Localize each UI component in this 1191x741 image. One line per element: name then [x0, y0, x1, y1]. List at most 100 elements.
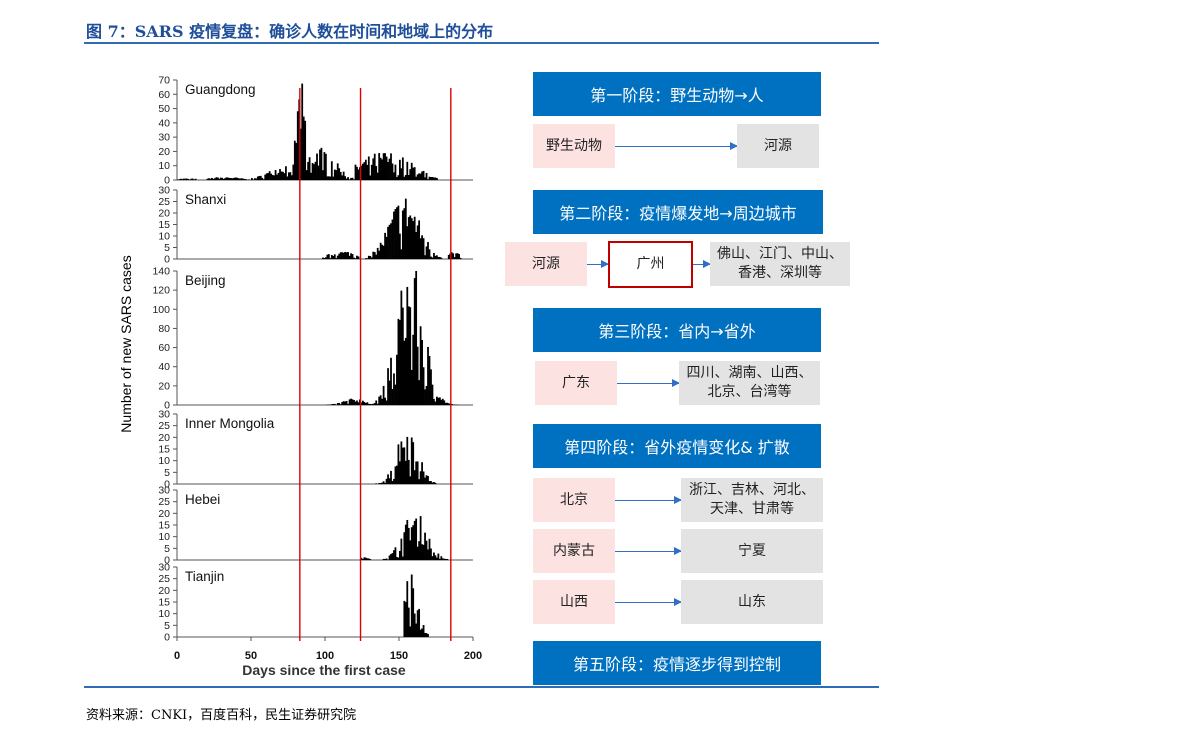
bar — [236, 177, 238, 180]
y-tick-label: 60 — [158, 89, 170, 101]
panel-label: Hebei — [185, 492, 220, 507]
bar — [369, 559, 372, 560]
bar — [447, 403, 450, 405]
bar — [325, 257, 327, 259]
bar — [418, 380, 421, 405]
stage-3-to-box: 四川、湖南、山西、 北京、台湾等 — [679, 361, 820, 405]
bar — [251, 178, 253, 180]
bar — [403, 208, 406, 259]
bar — [344, 176, 347, 180]
y-tick-label: 15 — [158, 520, 170, 532]
bar — [413, 216, 416, 259]
bar — [406, 161, 409, 180]
bar — [233, 177, 236, 180]
bar — [211, 177, 213, 180]
bar — [397, 557, 400, 560]
bar — [384, 397, 386, 405]
bar — [385, 236, 388, 259]
bar — [311, 163, 314, 180]
bar — [419, 238, 422, 259]
bar — [362, 559, 364, 560]
bar — [388, 158, 391, 180]
bar — [379, 483, 382, 484]
bar — [412, 442, 415, 484]
bar — [369, 256, 372, 259]
y-tick-label: 0 — [164, 400, 170, 412]
bar — [382, 245, 385, 259]
bar — [364, 159, 367, 180]
bar — [396, 557, 398, 560]
bar — [434, 255, 437, 259]
bar — [418, 479, 421, 484]
bar — [261, 177, 264, 180]
bar — [427, 634, 429, 637]
stage-2-to-box: 佛山、江门、中山、 香港、深圳等 — [710, 242, 850, 286]
bar — [382, 153, 385, 180]
y-tick-label: 20 — [158, 432, 170, 444]
bar — [396, 354, 398, 405]
bar — [353, 179, 355, 180]
bar — [379, 395, 382, 405]
bottom-rule — [84, 686, 879, 688]
bar — [413, 278, 416, 405]
bar — [424, 177, 426, 180]
bar — [190, 178, 193, 180]
bar — [433, 552, 435, 560]
bar — [316, 153, 318, 180]
bar — [273, 175, 275, 180]
bar — [310, 172, 312, 180]
bar — [390, 357, 392, 405]
y-tick-label: 5 — [164, 242, 170, 254]
bar — [264, 174, 267, 180]
bar — [431, 177, 434, 180]
bar — [350, 177, 352, 180]
bar — [428, 249, 431, 259]
bar — [354, 164, 357, 180]
bar — [378, 153, 381, 180]
sars-epidemic-chart: 010203040506070Guangdong051015202530Shan… — [118, 75, 482, 679]
bar — [333, 169, 336, 180]
bar — [243, 178, 246, 180]
stage-1-arrow — [615, 142, 738, 150]
bar — [222, 179, 225, 180]
bar — [425, 246, 428, 259]
bar — [276, 174, 278, 180]
bar — [422, 238, 425, 259]
bar — [353, 257, 355, 259]
bar — [394, 209, 397, 259]
bar — [446, 558, 449, 560]
bar — [370, 164, 373, 180]
bar — [191, 178, 194, 180]
bar — [342, 401, 345, 405]
bar — [317, 165, 320, 180]
bar — [227, 177, 230, 180]
y-tick-label: 70 — [158, 75, 170, 87]
bar — [418, 541, 421, 560]
bar — [422, 170, 425, 180]
bar — [372, 251, 375, 259]
bar — [428, 481, 431, 484]
bar — [425, 633, 428, 637]
bar — [219, 177, 222, 180]
bar — [388, 380, 391, 405]
bar — [406, 436, 409, 484]
bar — [412, 588, 415, 637]
bar — [391, 553, 394, 560]
bar — [407, 217, 410, 259]
bar — [403, 340, 406, 405]
bar — [446, 402, 449, 405]
bar — [388, 555, 391, 560]
bar — [187, 178, 190, 180]
bar — [387, 368, 389, 405]
bar — [372, 158, 375, 180]
bar — [370, 257, 373, 259]
bar — [409, 476, 412, 484]
bar — [433, 252, 435, 259]
bar — [323, 257, 326, 259]
bar — [438, 256, 441, 259]
bar — [436, 557, 438, 560]
stage-4-row3-from-box: 山西 — [533, 580, 615, 624]
bar — [438, 397, 441, 405]
